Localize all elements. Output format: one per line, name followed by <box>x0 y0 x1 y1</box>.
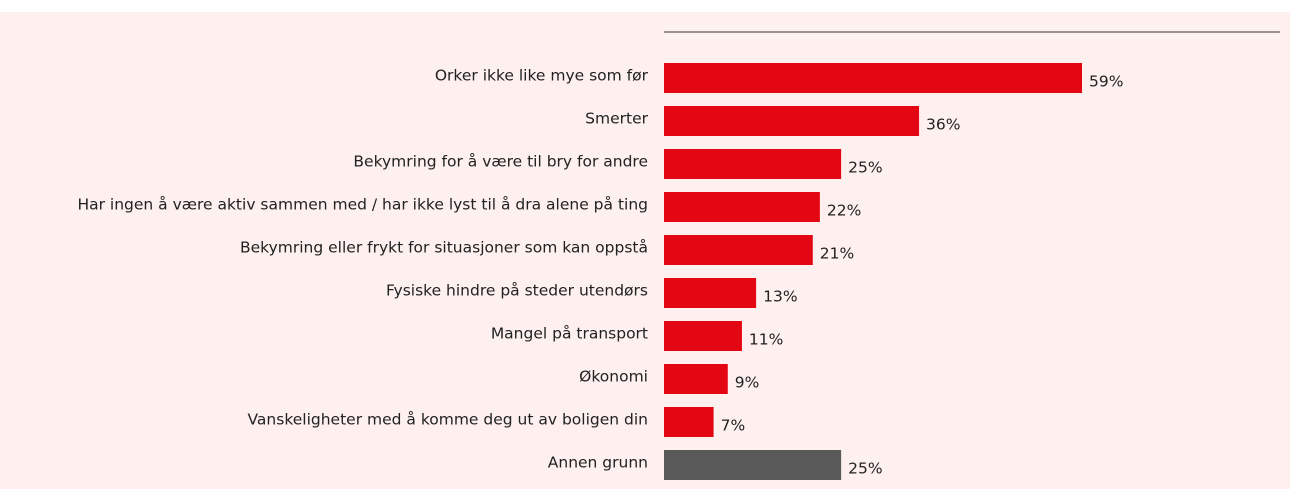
category-label: Bekymring for å være til bry for andre <box>353 153 648 171</box>
value-label: 22% <box>827 202 861 220</box>
value-label: 11% <box>749 331 783 349</box>
value-label: 25% <box>848 460 882 478</box>
category-label: Fysiske hindre på steder utendørs <box>386 282 648 300</box>
bar <box>664 149 842 179</box>
category-label: Annen grunn <box>548 454 648 472</box>
bar <box>664 407 714 437</box>
value-label: 13% <box>763 288 797 306</box>
bar <box>664 321 742 351</box>
value-label: 7% <box>721 417 746 435</box>
bar <box>664 364 728 394</box>
category-label: Smerter <box>585 110 648 128</box>
value-label: 36% <box>926 116 960 134</box>
bar <box>664 63 1083 93</box>
value-label: 59% <box>1089 73 1123 91</box>
category-label: Mangel på transport <box>491 325 648 343</box>
bar <box>664 106 920 136</box>
category-label: Økonomi <box>579 368 648 386</box>
value-label: 21% <box>820 245 854 263</box>
category-label: Bekymring eller frykt for situasjoner so… <box>240 239 648 257</box>
bar <box>664 450 842 480</box>
category-label: Orker ikke like mye som før <box>435 67 649 85</box>
bar <box>664 192 820 222</box>
bar <box>664 278 757 308</box>
category-label: Vanskeligheter med å komme deg ut av bol… <box>248 411 648 429</box>
category-label: Har ingen å være aktiv sammen med / har … <box>77 196 648 214</box>
value-label: 9% <box>735 374 760 392</box>
bar <box>664 235 813 265</box>
value-label: 25% <box>848 159 882 177</box>
